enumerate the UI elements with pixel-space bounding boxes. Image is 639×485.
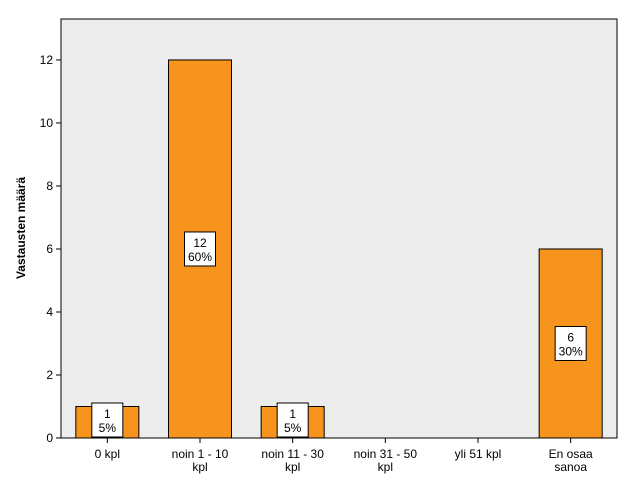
x-category-label: 0 kpl [95,447,120,461]
x-category-label: noin 11 - 30 kpl [261,447,324,474]
y-tick-label: 6 [46,242,53,256]
y-tick-label: 0 [46,431,53,445]
data-label-count: 6 [567,330,574,344]
data-label-box [91,402,124,438]
data-label-count: 1 [104,407,111,421]
y-tick-label: 8 [46,179,53,193]
x-category-label: noin 1 - 10 kpl [172,447,229,474]
y-tick-label: 12 [40,53,54,67]
x-category-label: yli 51 kpl [455,447,502,461]
data-label-box [276,402,309,438]
x-category-label: En osaa sanoa [549,447,593,474]
data-label-box [554,325,587,361]
data-label-percent: 60% [188,250,212,264]
data-label-count: 12 [193,236,207,250]
y-tick-label: 2 [46,368,53,382]
y-axis-title: Vastausten määrä [14,177,28,279]
x-axis-labels: 0 kpl noin 1 - 10 kpl noin 11 - 30 kpl noin 3… [95,438,593,474]
plot-area [60,18,618,439]
y-tick-label: 10 [40,116,54,130]
data-label-box [184,231,216,267]
y-axis-ticks: 0 2 4 6 8 10 12 [40,53,61,445]
y-tick-label: 4 [46,305,53,319]
data-label-percent: 5% [99,421,117,435]
data-label-percent: 30% [559,344,583,358]
data-label-count: 1 [289,407,296,421]
x-category-label: noin 31 - 50 kpl [354,447,418,474]
data-label-percent: 5% [284,421,302,435]
